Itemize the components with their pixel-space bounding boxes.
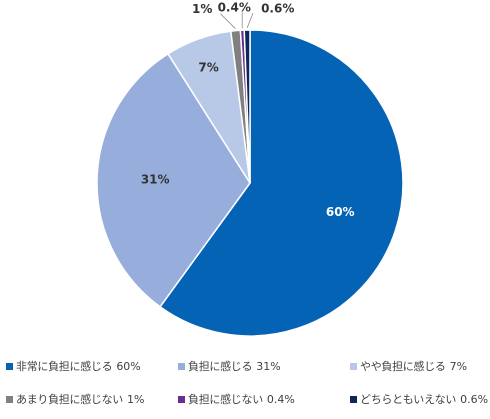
- legend-item: あまり負担に感じない 1%: [6, 391, 178, 407]
- data-label: 7%: [198, 60, 218, 74]
- data-label: 0.6%: [261, 2, 294, 16]
- legend-value: 7%: [449, 359, 468, 373]
- legend-value: 0.6%: [460, 392, 489, 406]
- pie-slice: [159, 29, 404, 337]
- pie-slice: [243, 29, 251, 184]
- legend-swatch: [178, 395, 185, 403]
- legend-swatch: [6, 362, 13, 370]
- legend-label: どちらともいえない: [360, 393, 457, 406]
- legend-value: 60%: [116, 359, 141, 373]
- data-label: 60%: [326, 205, 355, 219]
- legend-item: やや負担に感じる 7%: [350, 358, 490, 374]
- legend-label: あまり負担に感じない: [16, 393, 123, 406]
- legend-item: 負担に感じない 0.4%: [178, 391, 350, 407]
- legend-swatch: [178, 362, 185, 370]
- leader-line: [220, 13, 236, 29]
- legend-value: 1%: [127, 392, 145, 406]
- legend-item: 非常に負担に感じる 60%: [6, 358, 178, 374]
- legend-swatch: [6, 395, 13, 403]
- legend-item: 負担に感じる 31%: [178, 358, 350, 374]
- legend-swatch: [350, 362, 357, 370]
- data-label: 0.4%: [218, 1, 251, 15]
- pie-slice: [96, 52, 251, 308]
- leader-line: [246, 12, 254, 29]
- legend-value: 31%: [256, 359, 281, 373]
- legend-item: どちらともいえない 0.6%: [350, 391, 490, 407]
- legend-label: やや負担に感じる: [360, 360, 446, 373]
- legend-label: 非常に負担に感じる: [16, 360, 113, 373]
- legend-label: 負担に感じない: [188, 393, 263, 406]
- data-label: 31%: [141, 173, 170, 187]
- legend-label: 負担に感じる: [188, 360, 253, 373]
- legend-value: 0.4%: [266, 392, 295, 406]
- legend-swatch: [350, 395, 357, 403]
- data-label: 1%: [192, 2, 212, 16]
- pie-chart-plot: 60% 31% 7% 1% 0.4% 0.6%: [96, 1, 404, 337]
- legend: 非常に負担に感じる 60% 負担に感じる 31% やや負担に感じる 7% あまり…: [6, 358, 490, 407]
